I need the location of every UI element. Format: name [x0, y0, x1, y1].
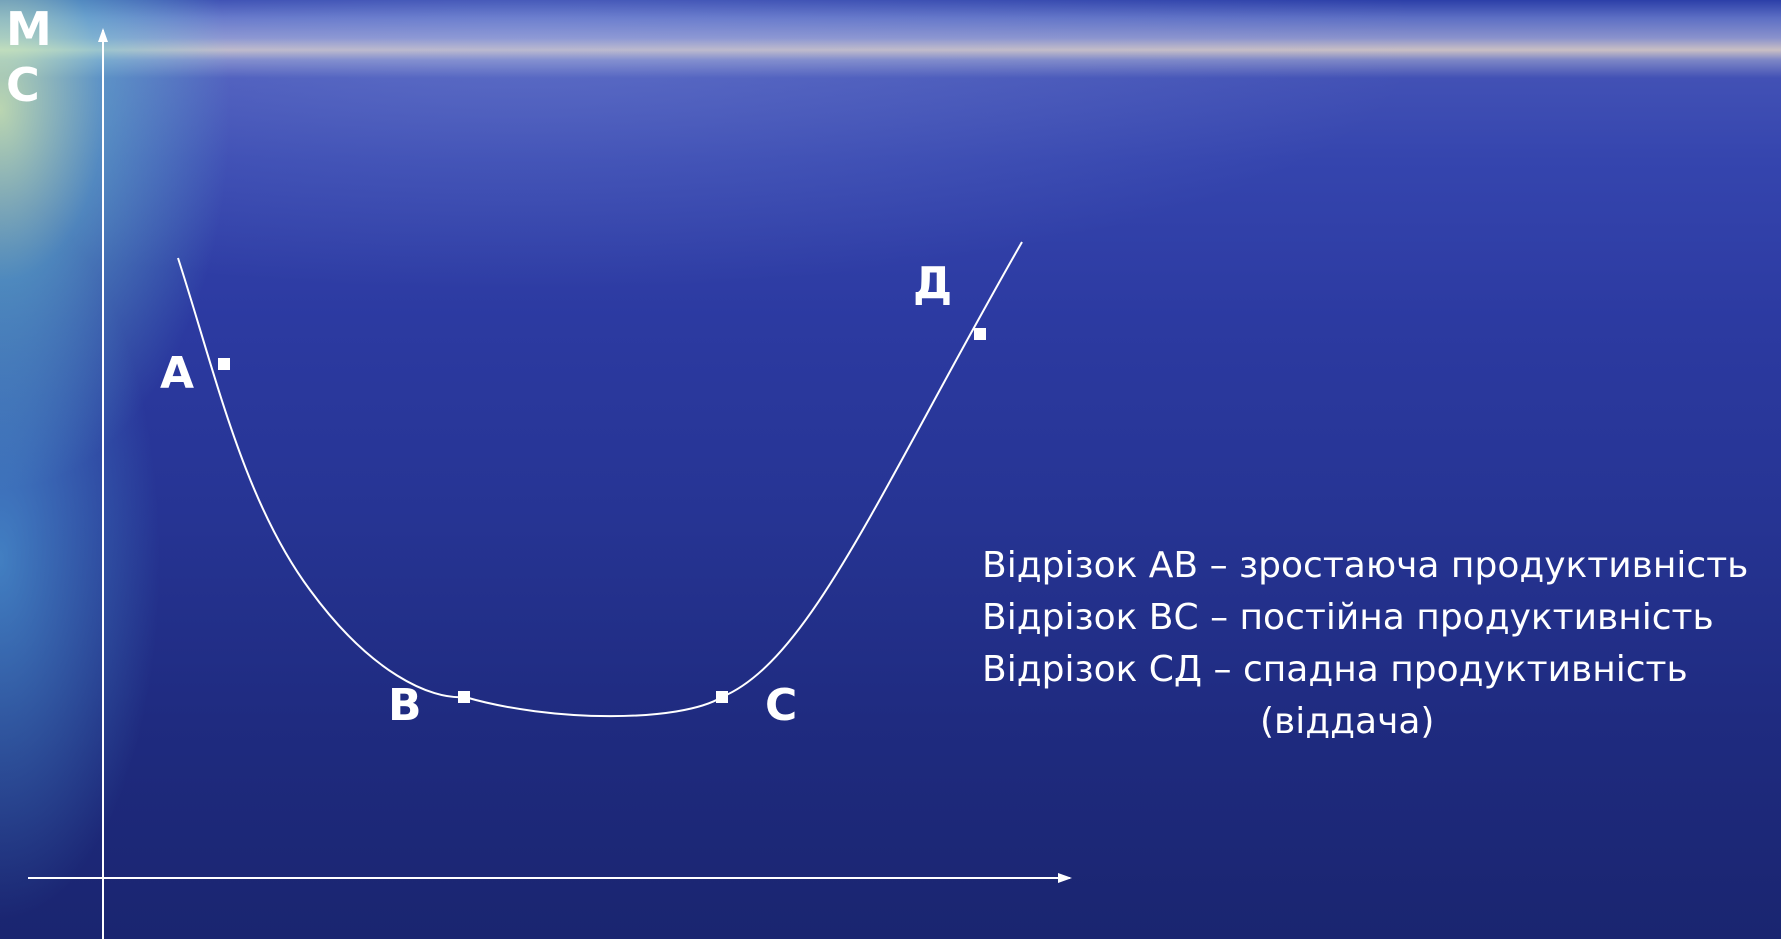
point-b-marker: [458, 691, 470, 703]
point-b-label: В: [388, 680, 422, 731]
legend-line-return: (віддача): [1260, 701, 1435, 742]
point-d-marker: [974, 328, 986, 340]
y-axis-label-c: С: [6, 58, 40, 112]
legend-line-bc: Відрізок ВС – постійна продуктивність: [982, 597, 1714, 638]
legend-line-ab: Відрізок АВ – зростаюча продуктивність: [982, 545, 1749, 586]
point-a-label: А: [160, 348, 195, 399]
point-c-label: С: [765, 680, 798, 731]
legend: Відрізок АВ – зростаюча продуктивність В…: [982, 540, 1748, 748]
y-axis-label-m: М: [6, 2, 52, 56]
legend-line-cd: Відрізок СД – спадна продуктивність: [982, 649, 1688, 690]
point-c-marker: [716, 691, 728, 703]
point-a-marker: [218, 358, 230, 370]
point-d-label: Д: [913, 258, 953, 309]
mc-curve: [177, 241, 1023, 718]
